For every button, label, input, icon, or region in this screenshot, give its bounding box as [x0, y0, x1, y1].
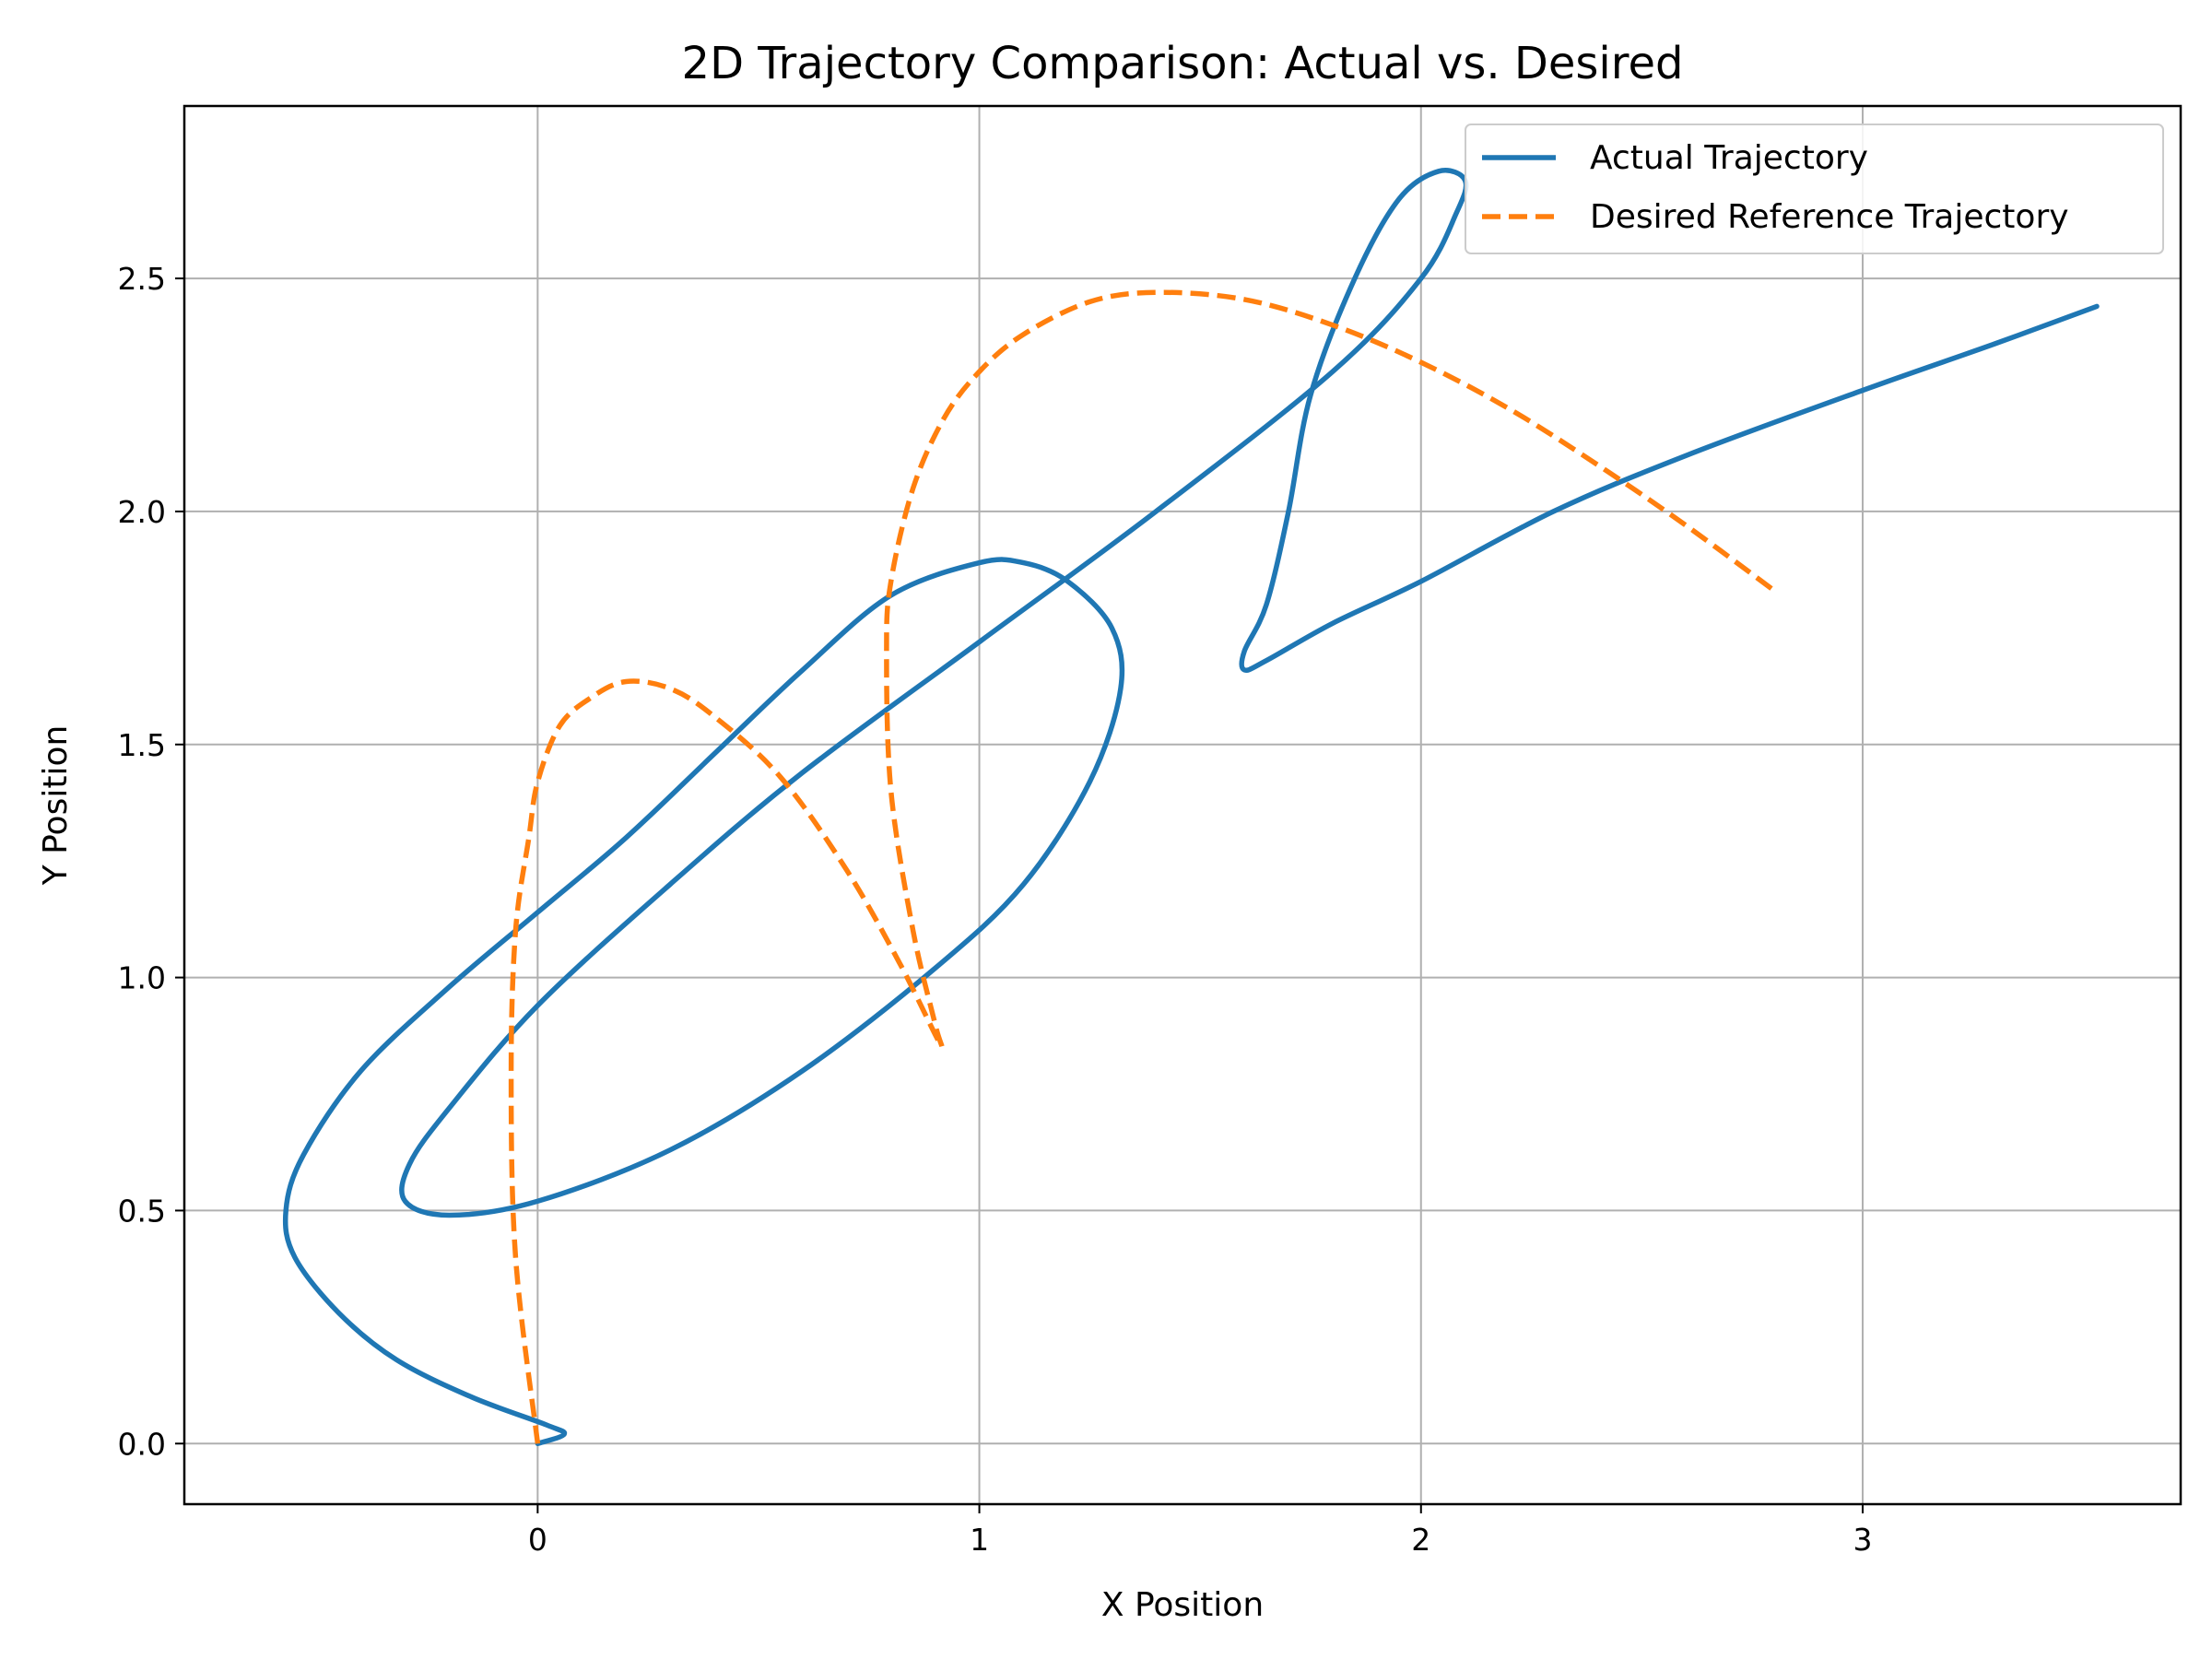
y-tick-label: 1.0	[118, 960, 166, 996]
legend-label-actual: Actual Trajectory	[1590, 139, 1868, 177]
y-tick-label: 1.5	[118, 727, 166, 763]
chart-title: 2D Trajectory Comparison: Actual vs. Des…	[682, 38, 1684, 89]
y-tick-label: 0.5	[118, 1193, 166, 1229]
x-tick-label: 2	[1411, 1522, 1430, 1558]
y-tick-label: 2.5	[118, 261, 166, 297]
y-tick-label: 2.0	[118, 494, 166, 530]
x-tick-label: 3	[1853, 1522, 1872, 1558]
grid	[184, 106, 2181, 1504]
series-line-desired	[508, 289, 1776, 1444]
series-line-actual	[282, 168, 2100, 1447]
x-axis-label: X Position	[1101, 1586, 1264, 1624]
y-axis-label: Y Position	[37, 725, 75, 887]
legend-box	[1465, 124, 2164, 254]
x-tick-label: 1	[970, 1522, 989, 1558]
y-tick-label: 0.0	[118, 1426, 166, 1462]
series-layer	[282, 168, 2100, 1447]
legend: Actual Trajectory Desired Reference Traje…	[1465, 124, 2164, 254]
ticks: 0 1 2 3 0.0 0.5 1.0 1.5 2.0 2.5	[118, 261, 1873, 1558]
legend-label-desired: Desired Reference Trajectory	[1590, 198, 2069, 236]
plot-frame	[182, 104, 2183, 1506]
x-tick-label: 0	[528, 1522, 547, 1558]
